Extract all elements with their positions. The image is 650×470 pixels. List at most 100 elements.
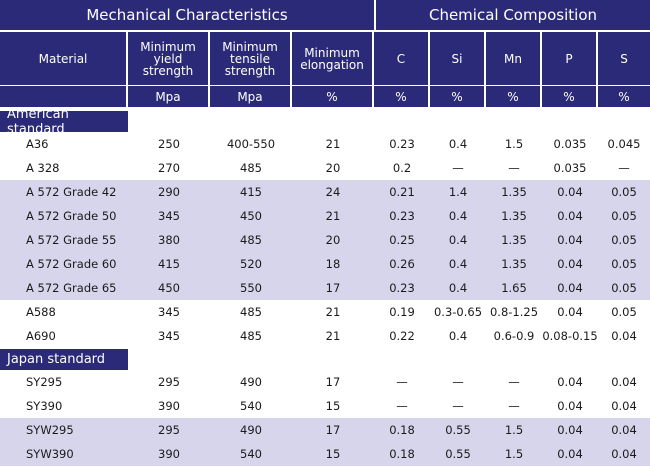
cell-elongation: 21	[325, 305, 341, 319]
cell-mn: 1.5	[504, 447, 524, 461]
cell-yield: 270	[158, 161, 180, 175]
cell-p: 0.04	[557, 281, 583, 295]
cell-mn: 1.35	[501, 209, 527, 223]
table-row: SY390 390 540 15 — — — 0.04 0.04	[0, 394, 650, 418]
cell-c: 0.22	[389, 329, 415, 343]
column-header-c: C	[374, 32, 428, 85]
cell-yield: 450	[158, 281, 180, 295]
cell-yield: 415	[158, 257, 180, 271]
cell-mn: 1.5	[504, 137, 524, 151]
table-row: A 572 Grade 50 345 450 21 0.23 0.4 1.35 0.04 0.0…	[0, 204, 650, 228]
cell-si: —	[452, 399, 464, 413]
cell-elongation: 17	[325, 281, 341, 295]
cell-elongation: 24	[325, 185, 341, 199]
cell-elongation: 17	[325, 423, 341, 437]
cell-tensile: 540	[240, 399, 262, 413]
column-header-tensile: Minimum tensile strength	[210, 32, 290, 85]
cell-si: 0.3-0.65	[433, 305, 483, 319]
cell-mn: 1.5	[504, 423, 524, 437]
cell-c: 0.19	[389, 305, 415, 319]
cell-yield: 380	[158, 233, 180, 247]
cell-s: 0.05	[611, 305, 637, 319]
table-row: SYW295 295 490 17 0.18 0.55 1.5 0.04 0.04	[0, 418, 650, 442]
cell-material: SYW295	[26, 423, 74, 437]
cell-material: SYW390	[26, 447, 74, 461]
cell-elongation: 20	[325, 233, 341, 247]
cell-si: 1.4	[448, 185, 468, 199]
cell-mn: —	[508, 161, 520, 175]
table-row: A 572 Grade 55 380 485 20 0.25 0.4 1.35 0.04 0.0…	[0, 228, 650, 252]
cell-mn: 0.8-1.25	[489, 305, 539, 319]
cell-yield: 345	[158, 329, 180, 343]
cell-tensile: 520	[240, 257, 262, 271]
cell-c: 0.26	[389, 257, 415, 271]
cell-material: A 572 Grade 55	[26, 233, 117, 247]
cell-p: 0.04	[557, 447, 583, 461]
chemical-composition-header: Chemical Composition	[376, 0, 650, 30]
cell-c: 0.23	[389, 209, 415, 223]
cell-tensile: 450	[240, 209, 262, 223]
cell-elongation: 18	[325, 257, 341, 271]
table-row: A 328 270 485 20 0.2 — — 0.035 —	[0, 156, 650, 180]
cell-c: 0.18	[389, 423, 415, 437]
table-row: A 572 Grade 60 415 520 18 0.26 0.4 1.35 0.04 0.0…	[0, 252, 650, 276]
column-header-material: Material	[0, 32, 126, 85]
cell-material: A 328	[26, 161, 60, 175]
cell-c: 0.2	[392, 161, 412, 175]
cell-material: A 572 Grade 65	[26, 281, 117, 295]
cell-s: 0.04	[611, 447, 637, 461]
cell-yield: 295	[158, 423, 180, 437]
cell-s: —	[618, 161, 630, 175]
cell-tensile: 415	[240, 185, 262, 199]
cell-p: 0.04	[557, 233, 583, 247]
cell-yield: 290	[158, 185, 180, 199]
cell-c: 0.21	[389, 185, 415, 199]
cell-yield: 250	[158, 137, 180, 151]
cell-p: 0.04	[557, 185, 583, 199]
cell-tensile: 550	[240, 281, 262, 295]
mechanical-characteristics-header: Mechanical Characteristics	[0, 0, 374, 30]
cell-mn: 1.35	[501, 257, 527, 271]
cell-c: 0.23	[389, 281, 415, 295]
unit-mn: %	[486, 86, 540, 107]
cell-si: 0.4	[448, 281, 468, 295]
column-header-s: S	[598, 32, 650, 85]
cell-p: 0.08-0.15	[542, 329, 598, 343]
cell-p: 0.04	[557, 257, 583, 271]
cell-tensile: 400-550	[226, 137, 276, 151]
cell-mn: —	[508, 399, 520, 413]
cell-p: 0.04	[557, 423, 583, 437]
cell-elongation: 15	[325, 399, 341, 413]
unit-elongation: %	[292, 86, 372, 107]
cell-tensile: 485	[240, 233, 262, 247]
cell-material: A588	[26, 305, 56, 319]
unit-material	[0, 86, 126, 107]
cell-tensile: 490	[240, 375, 262, 389]
column-header-yield: Minimum yield strength	[128, 32, 208, 85]
cell-mn: 1.35	[501, 233, 527, 247]
cell-c: —	[396, 375, 408, 389]
cell-s: 0.04	[611, 375, 637, 389]
cell-mn: 1.35	[501, 185, 527, 199]
table-row: A588 345 485 21 0.19 0.3-0.65 0.8-1.25 0.04 0.05	[0, 300, 650, 324]
cell-p: 0.035	[553, 161, 587, 175]
cell-si: 0.4	[448, 233, 468, 247]
table-row: SY295 295 490 17 — — — 0.04 0.04	[0, 370, 650, 394]
cell-si: 0.55	[445, 423, 471, 437]
cell-tensile: 540	[240, 447, 262, 461]
cell-tensile: 490	[240, 423, 262, 437]
cell-p: 0.04	[557, 399, 583, 413]
cell-c: —	[396, 399, 408, 413]
cell-si: 0.4	[448, 209, 468, 223]
table-row: A 572 Grade 42 290 415 24 0.21 1.4 1.35 0.04 0.0…	[0, 180, 650, 204]
unit-yield: Mpa	[128, 86, 208, 107]
cell-yield: 345	[158, 209, 180, 223]
cell-material: SY390	[26, 399, 63, 413]
cell-s: 0.05	[611, 257, 637, 271]
cell-c: 0.23	[389, 137, 415, 151]
cell-mn: 1.65	[501, 281, 527, 295]
cell-material: A 572 Grade 60	[26, 257, 117, 271]
cell-si: —	[452, 161, 464, 175]
cell-material: A690	[26, 329, 56, 343]
